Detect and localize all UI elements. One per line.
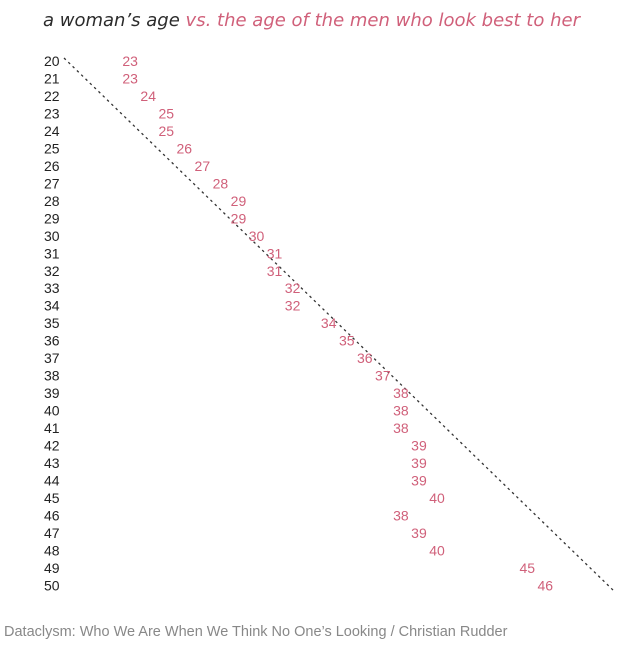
y-tick-label: 20: [44, 53, 60, 69]
data-point-label: 46: [538, 577, 554, 593]
y-tick-label: 45: [44, 490, 60, 506]
data-point-label: 34: [321, 315, 337, 331]
y-tick-label: 43: [44, 455, 60, 471]
chart-title-part2: vs. the age of the men who look best to …: [185, 10, 580, 31]
y-tick-label: 33: [44, 280, 60, 296]
y-tick-label: 48: [44, 542, 60, 558]
y-tick-label: 37: [44, 350, 60, 366]
data-point-label: 40: [429, 490, 445, 506]
y-tick-label: 31: [44, 245, 60, 261]
data-point-label: 25: [158, 123, 174, 139]
y-tick-label: 41: [44, 420, 60, 436]
data-point-label: 32: [285, 280, 301, 296]
data-point-label: 39: [411, 525, 427, 541]
data-point-label: 39: [411, 455, 427, 471]
data-point-label: 30: [249, 228, 265, 244]
data-point-label: 27: [195, 158, 211, 174]
data-point-label: 31: [267, 263, 283, 279]
y-tick-label: 25: [44, 140, 60, 156]
data-point-label: 38: [393, 507, 409, 523]
y-tick-label: 47: [44, 525, 60, 541]
y-tick-label: 46: [44, 507, 60, 523]
data-point-label: 45: [519, 560, 535, 576]
y-tick-label: 28: [44, 193, 60, 209]
y-tick-label: 27: [44, 175, 60, 191]
data-point-label: 31: [267, 245, 283, 261]
y-tick-label: 32: [44, 263, 60, 279]
chart-title: a woman’s age vs. the age of the men who…: [43, 10, 580, 31]
data-point-label: 38: [393, 420, 409, 436]
data-point-label: 26: [177, 140, 193, 156]
y-tick-label: 44: [44, 473, 60, 489]
y-tick-label: 38: [44, 368, 60, 384]
data-point-label: 40: [429, 542, 445, 558]
y-tick-label: 30: [44, 228, 60, 244]
y-tick-label: 35: [44, 315, 60, 331]
data-point-label: 36: [357, 350, 373, 366]
data-point-label: 37: [375, 368, 391, 384]
y-tick-label: 24: [44, 123, 60, 139]
y-tick-label: 50: [44, 577, 60, 593]
data-point-label: 28: [213, 175, 229, 191]
y-tick-label: 26: [44, 158, 60, 174]
y-tick-label: 22: [44, 88, 60, 104]
data-point-label: 25: [158, 105, 174, 121]
y-tick-label: 36: [44, 333, 60, 349]
y-tick-label: 29: [44, 210, 60, 226]
chart-title-part1: a woman’s age: [43, 10, 180, 31]
data-point-label: 39: [411, 473, 427, 489]
y-tick-label: 23: [44, 105, 60, 121]
data-point-label: 32: [285, 298, 301, 314]
y-tick-label: 40: [44, 403, 60, 419]
source-caption: Dataclysm: Who We Are When We Think No O…: [4, 624, 508, 640]
y-tick-label: 49: [44, 560, 60, 576]
data-point-label: 35: [339, 333, 355, 349]
y-tick-label: 21: [44, 70, 60, 86]
data-point-label: 38: [393, 403, 409, 419]
reference-line: [63, 57, 615, 592]
y-tick-label: 34: [44, 298, 60, 314]
y-tick-label: 42: [44, 438, 60, 454]
data-point-label: 38: [393, 385, 409, 401]
data-point-label: 24: [140, 88, 156, 104]
data-point-label: 29: [231, 193, 247, 209]
data-point-label: 23: [122, 70, 138, 86]
data-point-label: 29: [231, 210, 247, 226]
data-point-label: 23: [122, 53, 138, 69]
y-tick-label: 39: [44, 385, 60, 401]
data-point-label: 39: [411, 438, 427, 454]
